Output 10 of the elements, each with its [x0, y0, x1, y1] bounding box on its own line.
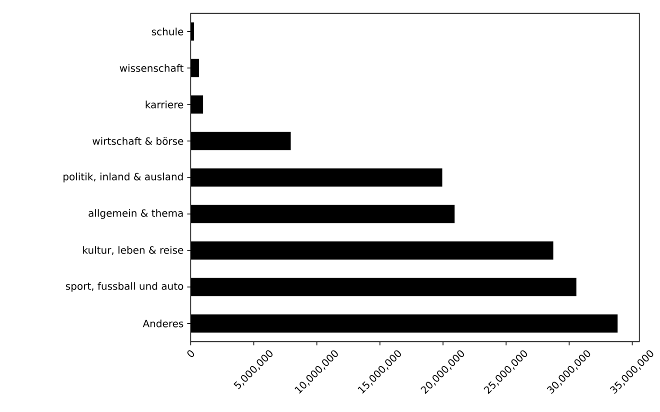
y-tick-label: Anderes — [142, 320, 184, 328]
y-tick-label: politik, inland & ausland — [64, 172, 183, 182]
y-tick-label: karriere — [146, 100, 184, 108]
y-tick-label: wirtschaft & börse — [92, 137, 184, 145]
y-tick-label: kultur, leben & reise — [83, 246, 184, 255]
y-tick-label: sport, fussball und auto — [66, 282, 184, 292]
y-tick-label: schule — [152, 28, 184, 36]
y-tick-label: wissenschaft — [120, 64, 184, 72]
x-tick-label: 0 — [187, 350, 194, 358]
y-tick-label: allgemein & thema — [88, 209, 183, 219]
